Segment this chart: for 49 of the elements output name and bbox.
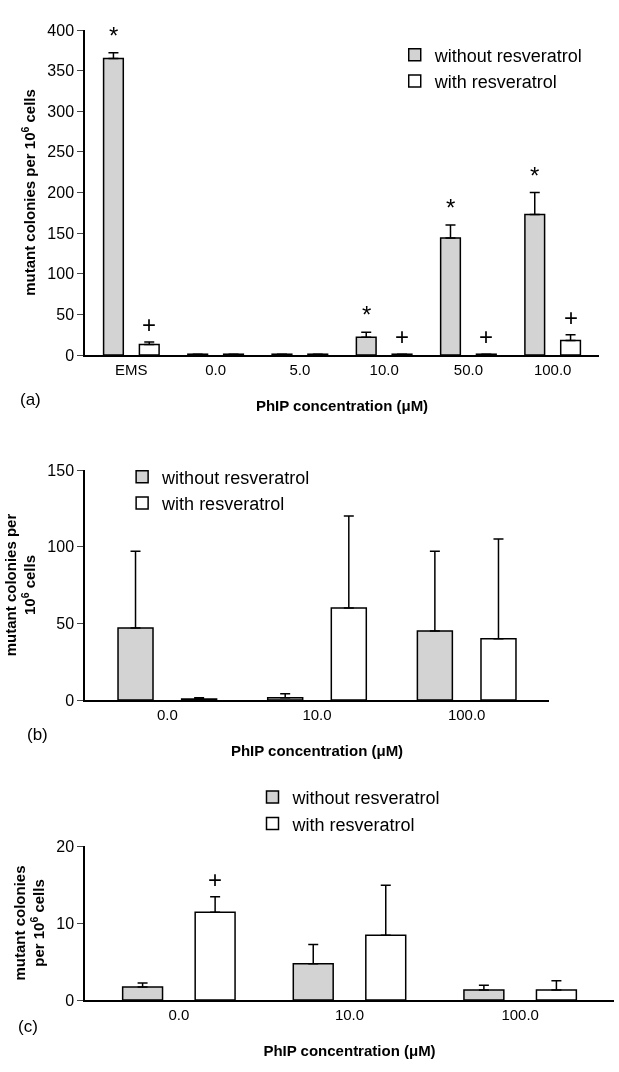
legend-label: without resveratrol xyxy=(433,45,582,66)
y-tick-label: 100 xyxy=(47,265,75,283)
x-axis-title: PhIP concentration (μM) xyxy=(263,1041,436,1059)
x-axis-title: PhIP concentration (μM) xyxy=(255,396,429,414)
data-label: * xyxy=(109,22,119,49)
y-tick-label: 0 xyxy=(65,691,75,709)
text: (b) xyxy=(27,725,48,744)
x-tick-label: 0.0 xyxy=(156,705,178,723)
x-tick-label: 0.0 xyxy=(168,1005,190,1023)
legend-label: with resveratrol xyxy=(433,72,557,93)
y-tick-label: 100 xyxy=(47,538,75,556)
y-tick-label: 350 xyxy=(47,62,75,80)
y-tick-label: 10 xyxy=(56,914,75,932)
legend-label: without resveratrol xyxy=(161,467,310,488)
x-tick-label: 100.0 xyxy=(501,1005,539,1023)
y-tick-label: 20 xyxy=(56,837,75,855)
y-tick-label: 150 xyxy=(47,224,75,242)
x-tick-label: 5.0 xyxy=(289,360,311,378)
x-tick-label: 0.0 xyxy=(205,360,227,378)
x-tick-label: 100.0 xyxy=(533,360,572,378)
data-label: + xyxy=(395,323,410,350)
legend-label: without resveratrol xyxy=(291,788,440,809)
x-axis-title: PhIP concentration (μM) xyxy=(230,741,404,759)
y-tick-label: 50 xyxy=(56,305,75,323)
y-tick-label: 200 xyxy=(47,184,75,202)
x-tick-label: 10.0 xyxy=(302,705,332,723)
legend-label: with resveratrol xyxy=(161,494,285,515)
x-tick-label: 10.0 xyxy=(369,360,399,378)
x-tick-label: EMS xyxy=(115,360,148,378)
y-tick-label: 50 xyxy=(56,614,75,632)
y-tick-label: 0 xyxy=(65,346,75,364)
text: (c) xyxy=(18,1017,38,1036)
y-tick-label: 250 xyxy=(47,143,75,161)
x-tick-label: 100.0 xyxy=(447,705,486,723)
data-label: * xyxy=(362,301,372,328)
data-label: * xyxy=(446,194,456,221)
y-tick-label: 400 xyxy=(47,21,75,39)
y-tick-label: 150 xyxy=(47,461,75,479)
data-label: + xyxy=(208,866,223,893)
data-label: + xyxy=(479,323,494,350)
y-tick-label: 300 xyxy=(47,102,75,120)
data-label: + xyxy=(564,304,579,331)
x-tick-label: 50.0 xyxy=(453,360,483,378)
x-tick-label: 10.0 xyxy=(334,1005,365,1023)
legend-label: with resveratrol xyxy=(291,814,415,835)
y-tick-label: 0 xyxy=(65,991,75,1009)
text: (a) xyxy=(20,390,41,409)
data-label: + xyxy=(142,311,157,338)
data-label: * xyxy=(530,162,540,189)
